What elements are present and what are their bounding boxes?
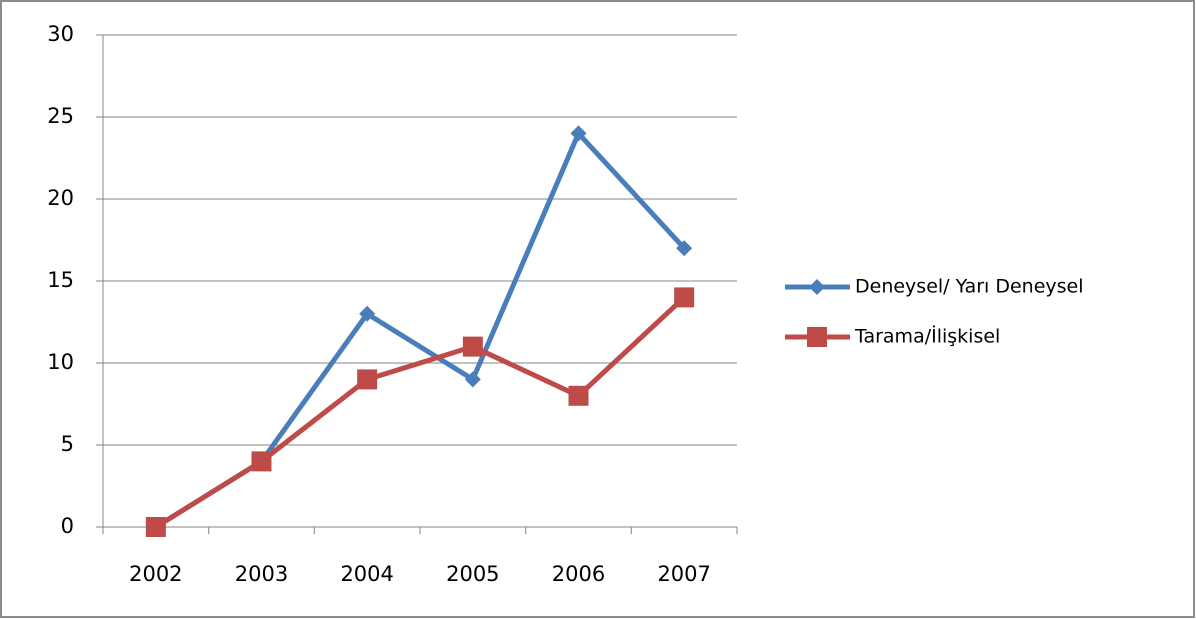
marker xyxy=(674,287,695,308)
y-tick-label: 30 xyxy=(47,22,74,46)
marker xyxy=(570,125,587,142)
y-tick-label: 25 xyxy=(47,104,74,128)
marker xyxy=(809,279,825,295)
y-tick-label: 20 xyxy=(47,186,74,210)
y-tick-label: 5 xyxy=(61,432,74,456)
marker xyxy=(807,327,827,347)
marker xyxy=(357,369,378,390)
marker xyxy=(359,305,376,322)
marker xyxy=(145,517,166,537)
legend-label: Deneysel/ Yarı Deneysel xyxy=(855,276,1084,298)
marker xyxy=(251,451,272,472)
x-tick-label: 2007 xyxy=(657,562,710,586)
x-tick-label: 2006 xyxy=(552,562,605,586)
series-line xyxy=(154,295,686,530)
legend-label: Tarama/İlişkisel xyxy=(854,325,1000,348)
y-tick-label: 10 xyxy=(47,350,74,374)
x-tick-label: 2004 xyxy=(340,562,393,586)
y-tick-label: 15 xyxy=(47,268,74,292)
marker xyxy=(676,240,693,257)
x-tick-label: 2002 xyxy=(129,562,182,586)
marker xyxy=(462,336,483,357)
y-tick-label: 0 xyxy=(61,514,74,538)
marker xyxy=(464,371,481,388)
x-tick-label: 2005 xyxy=(446,562,499,586)
x-tick-label: 2003 xyxy=(235,562,288,586)
marker xyxy=(568,385,589,406)
